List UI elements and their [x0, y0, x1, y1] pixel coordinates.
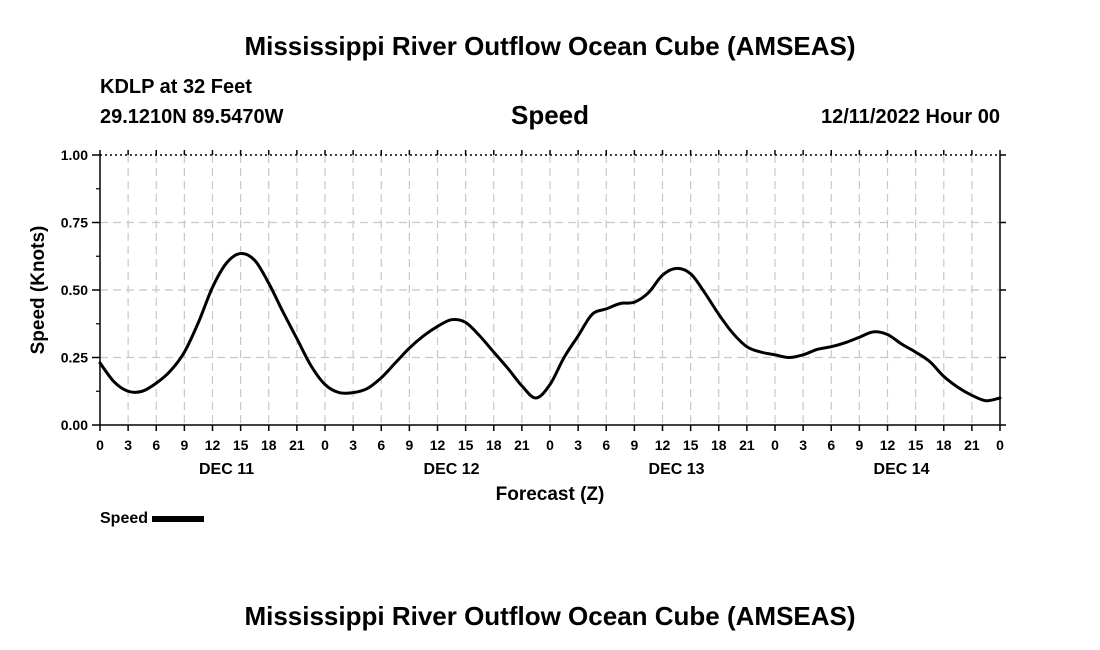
x-tick-label: 9: [630, 437, 638, 453]
x-tick-label: 15: [908, 437, 924, 453]
y-tick-label: 1.00: [61, 147, 88, 163]
day-label: DEC 12: [424, 461, 480, 478]
footer-title: Mississippi River Outflow Ocean Cube (AM…: [244, 601, 856, 631]
x-tick-label: 18: [711, 437, 727, 453]
y-tick-label: 0.75: [61, 215, 88, 231]
x-tick-label: 12: [655, 437, 671, 453]
x-tick-label: 12: [430, 437, 446, 453]
y-tick-label: 0.25: [61, 350, 88, 366]
day-label: DEC 13: [649, 461, 705, 478]
x-tick-label: 0: [771, 437, 779, 453]
x-axis-title: Forecast (Z): [496, 484, 605, 505]
x-tick-label: 0: [96, 437, 104, 453]
y-tick-label: 0.00: [61, 417, 88, 433]
x-tick-label: 3: [574, 437, 582, 453]
coordinates-label: 29.1210N 89.5470W: [100, 106, 284, 128]
legend-line-swatch: [152, 515, 205, 522]
speed-chart: 0.00 0.25 0.50 0.75 1.00 0 3 6 9 12 15 18 21 0 3 6 9 12 15…: [28, 147, 1006, 505]
x-tick-label: 3: [799, 437, 807, 453]
parameter-label: Speed: [510, 100, 590, 130]
x-tick-label: 15: [233, 437, 249, 453]
x-tick-label: 6: [602, 437, 610, 453]
x-tick-label: 3: [349, 437, 357, 453]
x-tick-label: 15: [458, 437, 474, 453]
x-tick-label: 18: [261, 437, 277, 453]
x-tick-label: 9: [180, 437, 188, 453]
x-tick-label: 21: [289, 437, 305, 453]
day-label: DEC 14: [874, 461, 930, 478]
series-line-speed: [98, 252, 1002, 403]
x-tick-label: 3: [124, 437, 132, 453]
x-tick-label: 6: [152, 437, 160, 453]
station-label: KDLP at 32 Feet: [100, 76, 252, 98]
x-tick-label: 6: [827, 437, 835, 453]
x-tick-label: 0: [546, 437, 554, 453]
x-tick-label: 0: [321, 437, 329, 453]
x-tick-label: 18: [486, 437, 502, 453]
y-tick-label: 0.50: [61, 282, 88, 298]
x-tick-label: 12: [880, 437, 896, 453]
x-tick-label: 0: [996, 437, 1004, 453]
x-tick-label: 9: [855, 437, 863, 453]
y-axis-title: Speed (Knots): [28, 226, 49, 355]
datetime-label: 12/11/2022 Hour 00: [820, 106, 1000, 128]
x-tick-label: 21: [964, 437, 980, 453]
x-tick-label: 6: [377, 437, 385, 453]
x-tick-label: 21: [739, 437, 755, 453]
x-tick-label: 21: [514, 437, 530, 453]
x-tick-label: 18: [936, 437, 952, 453]
day-label: DEC 11: [199, 461, 254, 478]
x-tick-label: 9: [405, 437, 413, 453]
x-tick-label: 15: [683, 437, 699, 453]
legend: Speed: [100, 510, 205, 528]
legend-label: Speed: [100, 510, 149, 527]
chart-title: Mississippi River Outflow Ocean Cube (AM…: [244, 31, 856, 61]
x-tick-label: 12: [205, 437, 221, 453]
